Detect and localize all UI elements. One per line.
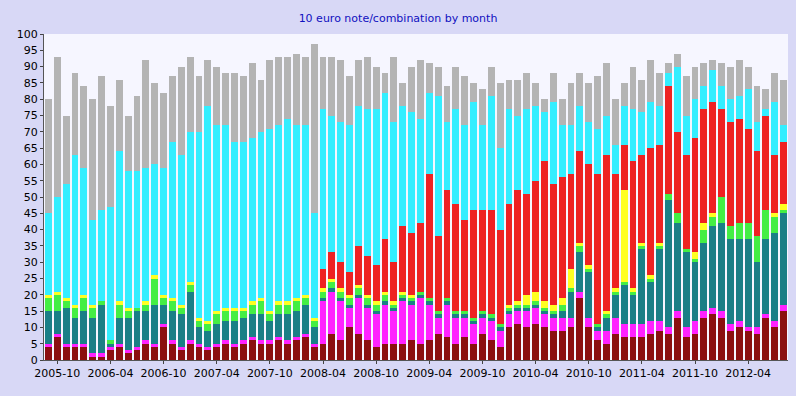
svg-text:85: 85 [24,77,38,90]
svg-text:65: 65 [24,142,38,155]
svg-text:2007-04: 2007-04 [194,367,240,380]
svg-text:2006-10: 2006-10 [141,367,187,380]
svg-text:40: 40 [24,223,38,236]
svg-text:2010-10: 2010-10 [566,367,612,380]
svg-text:2011-04: 2011-04 [619,367,665,380]
svg-text:2010-04: 2010-04 [513,367,559,380]
svg-text:15: 15 [24,305,38,318]
svg-text:10: 10 [24,321,38,334]
svg-text:25: 25 [24,272,38,285]
svg-text:20: 20 [24,289,38,302]
svg-text:2007-10: 2007-10 [247,367,293,380]
svg-text:75: 75 [24,109,38,122]
svg-text:50: 50 [24,191,38,204]
svg-text:2012-04: 2012-04 [725,367,771,380]
svg-text:30: 30 [24,256,38,269]
svg-text:2009-10: 2009-10 [459,367,505,380]
svg-text:60: 60 [24,158,38,171]
svg-text:90: 90 [24,60,38,73]
svg-text:70: 70 [24,126,38,139]
svg-text:35: 35 [24,240,38,253]
svg-text:80: 80 [24,93,38,106]
svg-text:100: 100 [17,28,38,41]
svg-text:10 euro note/combination by mo: 10 euro note/combination by month [299,12,498,25]
svg-text:2006-04: 2006-04 [87,367,133,380]
svg-text:2005-10: 2005-10 [34,367,80,380]
svg-text:55: 55 [24,175,38,188]
svg-text:2008-10: 2008-10 [353,367,399,380]
svg-text:2009-04: 2009-04 [406,367,452,380]
svg-text:0: 0 [31,354,38,367]
svg-text:45: 45 [24,207,38,220]
svg-text:95: 95 [24,44,38,57]
svg-text:2011-10: 2011-10 [672,367,718,380]
svg-text:5: 5 [31,338,38,351]
svg-text:2008-04: 2008-04 [300,367,346,380]
